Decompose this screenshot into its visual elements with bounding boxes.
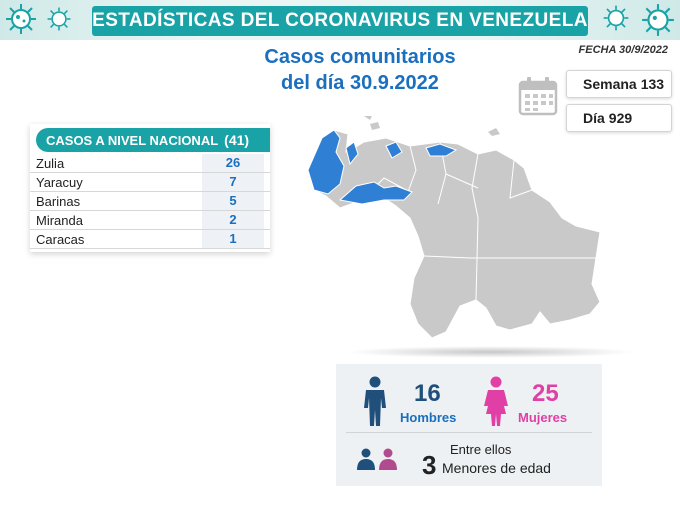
title-bar: ESTADÍSTICAS DEL CORONAVIRUS EN VENEZUEL… [92, 6, 588, 36]
women-count: 25 [532, 380, 559, 407]
week-box: Semana 133 [566, 70, 672, 98]
week-value: 133 [640, 76, 665, 92]
men-count: 16 [414, 380, 441, 407]
table-row: Zulia 26 [30, 154, 270, 173]
calendar-icon [518, 77, 558, 116]
state-name: Zulia [36, 156, 65, 171]
map-state-zulia [307, 129, 345, 195]
subtitle-line-1: Casos comunitarios [264, 46, 456, 68]
table-row: Yaracuy 7 [30, 173, 270, 192]
panel-shadow [346, 346, 636, 358]
header-banner: ESTADÍSTICAS DEL CORONAVIRUS EN VENEZUEL… [0, 0, 680, 40]
women-label: Mujeres [518, 410, 568, 425]
male-icon [364, 376, 386, 426]
day-label: Día [583, 110, 605, 126]
map-state-miranda [425, 143, 458, 157]
men-label: Hombres [400, 410, 457, 425]
state-name: Yaracuy [36, 175, 83, 190]
minors-count: 3 [422, 450, 437, 480]
state-name: Miranda [36, 213, 83, 228]
map-mainland [307, 129, 601, 339]
cases-total: (41) [224, 132, 250, 148]
female-icon [484, 376, 508, 426]
page-title: ESTADÍSTICAS DEL CORONAVIRUS EN VENEZUEL… [92, 10, 588, 31]
table-row: Miranda 2 [30, 211, 270, 230]
panel-divider [346, 432, 592, 433]
state-count: 26 [202, 154, 264, 172]
cases-table-header: CASOS A NIVEL NACIONAL (41) [36, 128, 270, 152]
cases-rows: Zulia 26 Yaracuy 7 Barinas 5 Miranda 2 C… [30, 154, 270, 249]
cases-table-title: CASOS A NIVEL NACIONAL [46, 132, 219, 148]
state-name: Caracas [36, 232, 85, 247]
subtitle-line-2: del día 30.9.2022 [281, 72, 439, 94]
week-label: Semana [583, 76, 637, 92]
table-row: Barinas 5 [30, 192, 270, 211]
gender-panel: 16 Hombres 25 Mujeres Entre ellos 3 Meno… [336, 364, 602, 486]
map-island [364, 116, 372, 120]
minors-intro: Entre ellos [450, 442, 512, 457]
state-count: 2 [202, 211, 264, 229]
virus-icon [642, 4, 674, 36]
day-box: Día 929 [566, 104, 672, 132]
state-count: 7 [202, 173, 264, 191]
map-state-barinas [338, 181, 413, 205]
cases-table: CASOS A NIVEL NACIONAL (41) Zulia 26 Yar… [30, 124, 270, 252]
state-name: Barinas [36, 194, 81, 209]
date-label: FECHA 30/9/2022 [578, 44, 668, 56]
map-island [488, 128, 500, 136]
map-island [370, 122, 380, 130]
virus-icon [6, 4, 36, 34]
state-count: 1 [202, 230, 264, 248]
map-state-yaracuy [385, 141, 403, 159]
male-small-icon [357, 448, 375, 470]
minors-label: Menores de edad [442, 460, 551, 476]
state-count: 5 [202, 192, 264, 210]
day-value: 929 [608, 110, 633, 126]
subtitle: Casos comunitarios del día 30.9.2022 [230, 44, 490, 96]
virus-icon [47, 7, 71, 31]
virus-icon [603, 5, 629, 31]
female-small-icon [379, 448, 397, 470]
venezuela-map [307, 116, 601, 339]
map-state-falcon-lake [345, 141, 359, 166]
table-row: Caracas 1 [30, 230, 270, 249]
